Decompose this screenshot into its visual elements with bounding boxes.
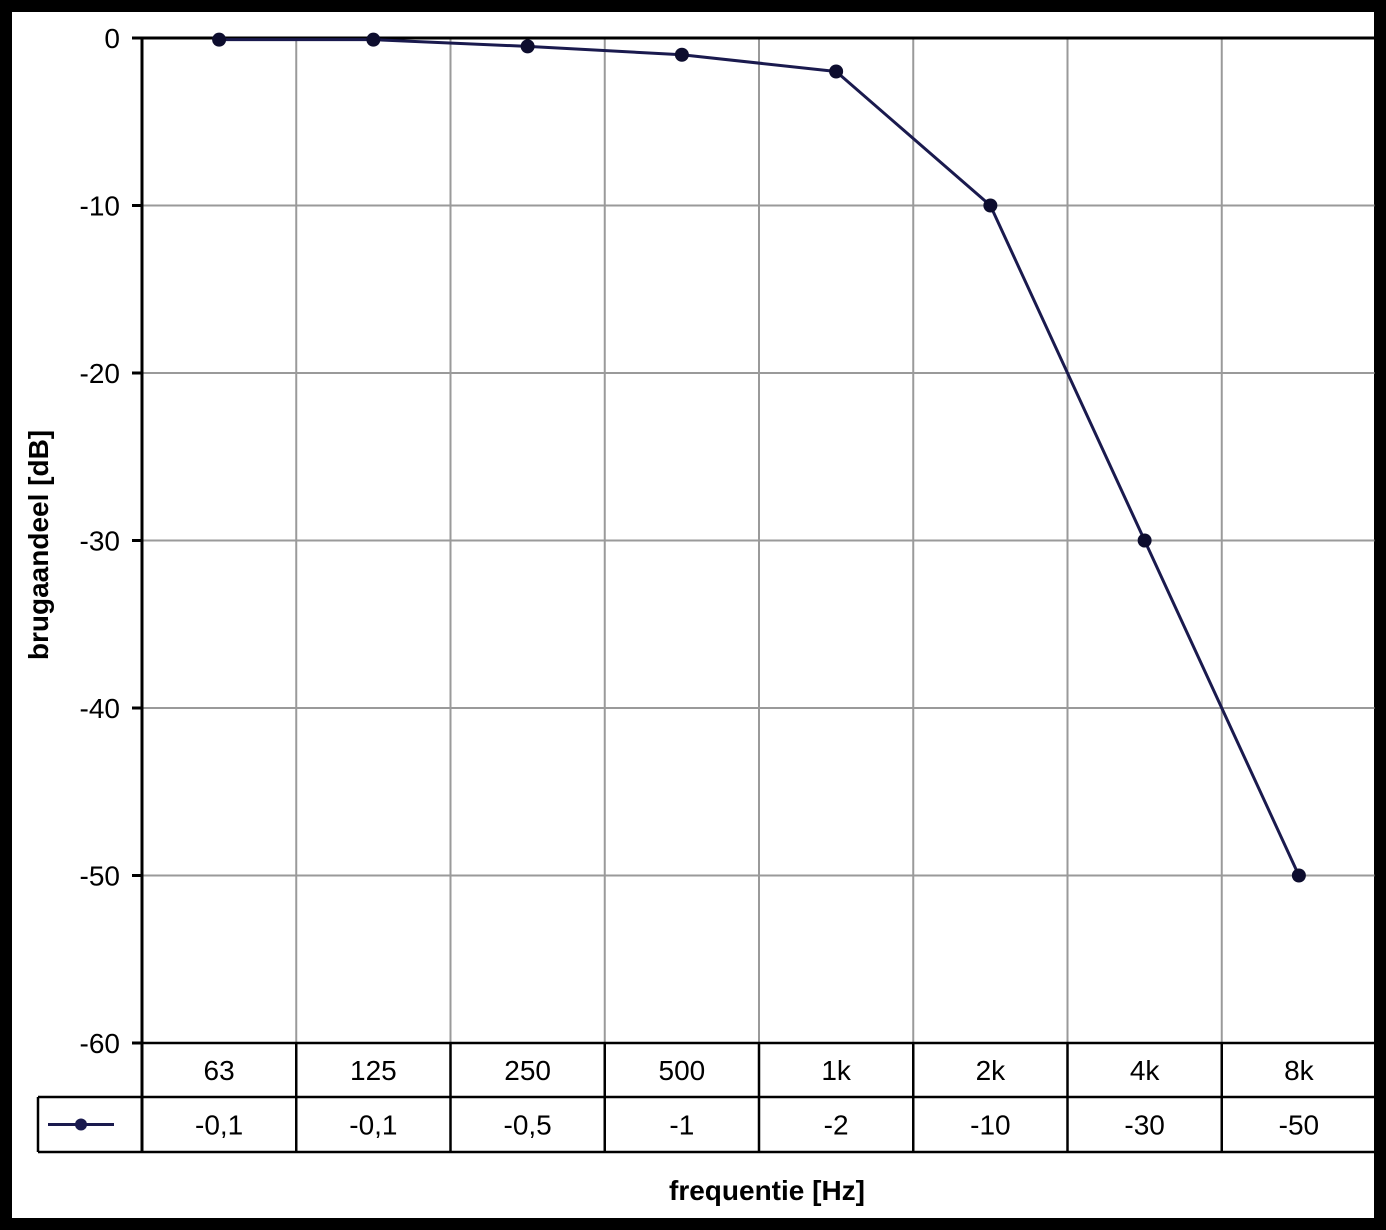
x-tick-label: 63 [204,1055,235,1086]
axes [132,36,1378,1152]
y-tick-label: -20 [80,358,120,389]
y-axis-title: brugaandeel [dB] [23,430,54,660]
series-layer [212,32,1306,883]
data-point [366,32,381,47]
data-point [983,198,998,213]
x-tick-label: 4k [1130,1055,1161,1086]
x-tick-label: 500 [659,1055,706,1086]
y-tick-label: -10 [80,191,120,222]
data-point [829,64,844,79]
x-axis-title: frequentie [Hz] [669,1175,865,1206]
chart-background [12,12,1374,1218]
x-tick-label: 1k [821,1055,852,1086]
table-value-cell: -0,1 [349,1110,397,1141]
data-point [212,32,227,47]
table-value-cell: -0,5 [504,1110,552,1141]
x-tick-label: 8k [1284,1055,1315,1086]
y-tick-label: -40 [80,693,120,724]
series-line [219,38,1301,877]
y-tick-label: 0 [104,23,120,54]
data-table [36,1041,1376,1154]
labels: 0 -10 -20 -30 -40 -50 -60 63 -0,1 125 -0,1 250 -0,5 5… [80,23,1320,1141]
x-tick-label: 2k [976,1055,1007,1086]
data-point [1137,533,1152,548]
table-value-cell: -0,1 [195,1110,243,1141]
x-tick-label: 125 [350,1055,397,1086]
table-value-cell: -1 [669,1110,694,1141]
table-value-cell: -30 [1124,1110,1164,1141]
y-tick-label: -50 [80,861,120,892]
table-value-cell: -50 [1279,1110,1319,1141]
y-tick-label: -60 [80,1028,120,1059]
legend-marker [75,1118,87,1131]
x-tick-label: 250 [504,1055,551,1086]
y-tick-label: -30 [80,526,120,557]
table-value-cell: -2 [824,1110,849,1141]
data-point [674,47,689,62]
table-value-cell: -10 [970,1110,1010,1141]
gridlines [142,37,1376,1044]
data-point [520,39,535,54]
data-point [1291,868,1306,883]
